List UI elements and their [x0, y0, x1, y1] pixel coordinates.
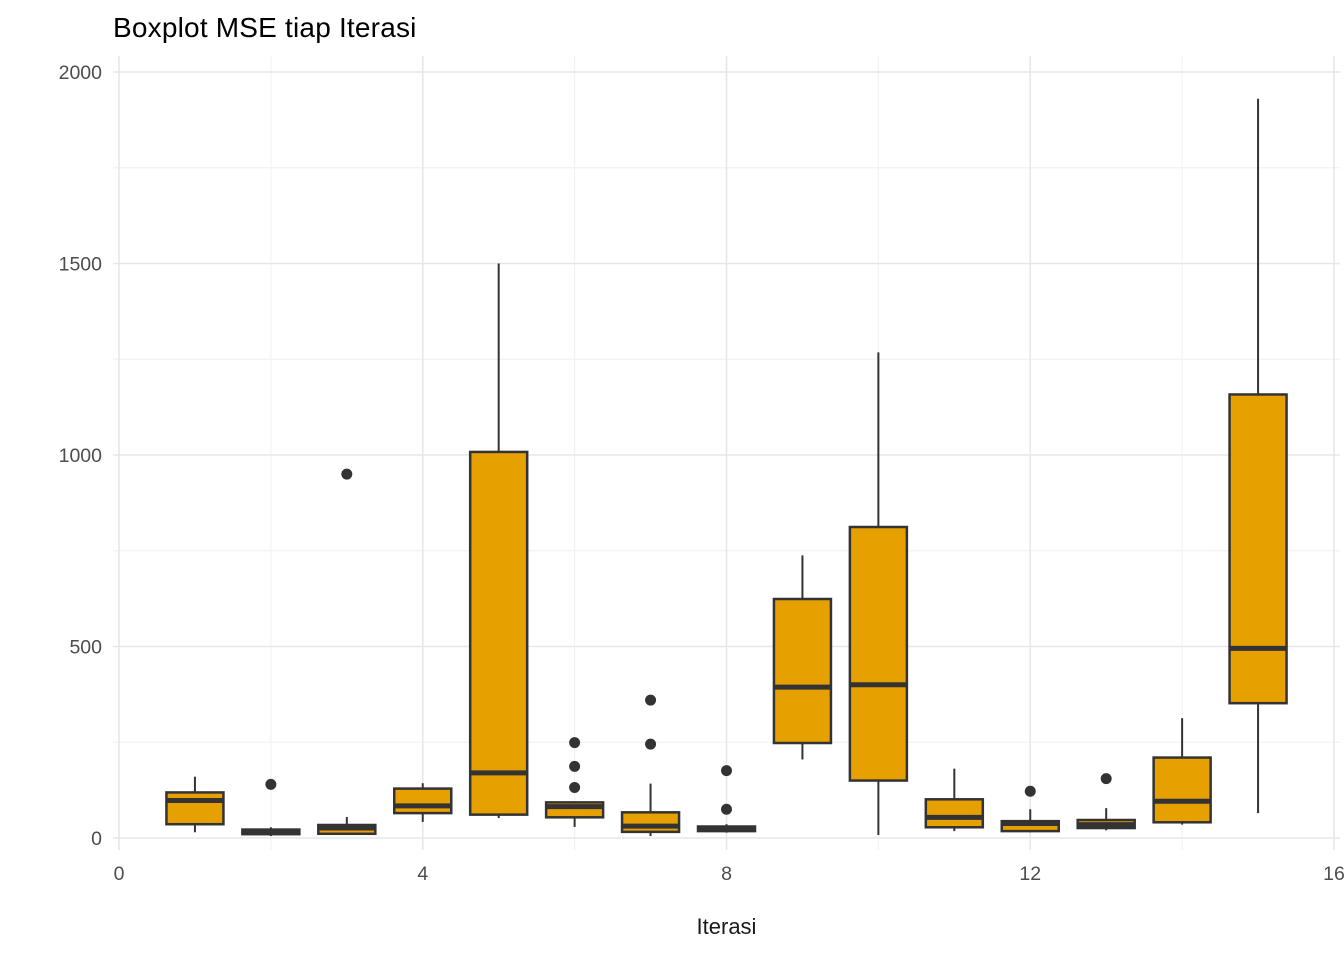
outlier-point — [569, 760, 581, 772]
x-tick-label: 0 — [114, 863, 125, 885]
boxplot-iteration-12 — [1000, 785, 1060, 833]
outlier-point — [265, 778, 277, 790]
y-tick-label: 500 — [69, 637, 102, 659]
axis-tick-labels: 0 500 1000 1500 2000 0 4 8 12 16 — [59, 62, 1344, 885]
boxplot-iteration-9 — [772, 555, 833, 760]
boxplot-iteration-14 — [1152, 718, 1212, 825]
y-tick-label: 0 — [91, 828, 102, 850]
boxplot-iteration-1 — [165, 776, 225, 833]
y-tick-label: 1500 — [59, 254, 103, 276]
boxplot-iteration-6 — [544, 737, 605, 827]
outlier-point — [1024, 785, 1036, 797]
outlier-point — [569, 737, 581, 749]
outlier-point — [569, 781, 581, 793]
boxplot-iteration-2 — [241, 778, 301, 837]
boxplot-iteration-7 — [620, 694, 681, 837]
boxplot-iteration-10 — [848, 352, 909, 835]
chart-title: Boxplot MSE tiap Iterasi — [113, 12, 417, 43]
x-tick-label: 8 — [721, 863, 732, 885]
outlier-point — [721, 765, 732, 777]
outlier-point — [721, 803, 732, 815]
outlier-point — [1100, 773, 1112, 785]
x-tick-label: 12 — [1019, 863, 1041, 885]
boxplot-iteration-4 — [393, 783, 453, 822]
boxplot-iteration-13 — [1076, 773, 1136, 831]
outlier-point — [645, 738, 657, 750]
x-tick-label: 16 — [1323, 863, 1344, 885]
gridlines-major — [113, 56, 1340, 850]
x-axis-title: Iterasi — [696, 914, 757, 939]
boxplot-iteration-5 — [468, 263, 529, 819]
boxplot-iteration-3 — [317, 468, 377, 836]
boxplot-iteration-15 — [1228, 98, 1288, 814]
y-tick-label: 1000 — [59, 445, 103, 467]
outlier-point — [645, 694, 657, 706]
x-tick-label: 4 — [417, 863, 428, 885]
boxplot-iteration-11 — [924, 768, 985, 832]
outlier-point — [341, 468, 353, 480]
boxplot-iteration-8 — [696, 765, 757, 833]
y-tick-label: 2000 — [59, 62, 103, 84]
